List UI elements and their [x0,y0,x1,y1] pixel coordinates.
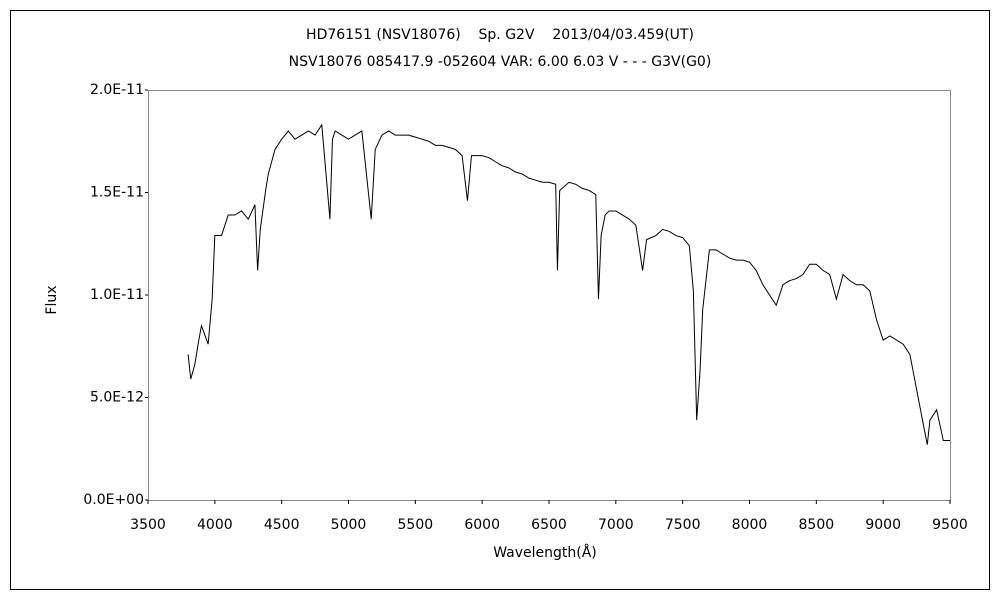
x-axis-label: Wavelength(Å) [493,544,597,561]
chart-title: HD76151 (NSV18076) Sp. G2V 2013/04/03.45… [306,27,694,43]
x-tick-label: 4500 [264,517,300,533]
x-tick-label: 8500 [799,517,835,533]
x-tick-label: 4000 [197,517,233,533]
x-tick-label: 3500 [130,517,166,533]
y-tick-label: 1.5E-11 [90,185,144,201]
x-tick-label: 7500 [665,517,701,533]
x-tick-label: 5500 [398,517,434,533]
y-tick-label: 1.0E-11 [90,287,144,303]
y-tick-label: 2.0E-11 [90,82,144,98]
spectrum-line [187,123,950,445]
x-tick-label: 7000 [598,517,634,533]
y-tick-label: 5.0E-12 [90,390,144,406]
chart-subtitle: NSV18076 085417.9 -052604 VAR: 6.00 6.03… [289,54,712,70]
y-tick-label: 0.0E+00 [83,492,144,508]
x-tick-label: 5000 [331,517,367,533]
frame [10,10,990,590]
x-tick-label: 9500 [932,517,968,533]
plot-area [148,90,951,501]
x-tick-label: 6500 [531,517,567,533]
x-tick-label: 6000 [464,517,500,533]
x-tick-label: 9000 [865,517,901,533]
y-axis-label: Flux [44,285,60,314]
x-tick-label: 8000 [732,517,768,533]
